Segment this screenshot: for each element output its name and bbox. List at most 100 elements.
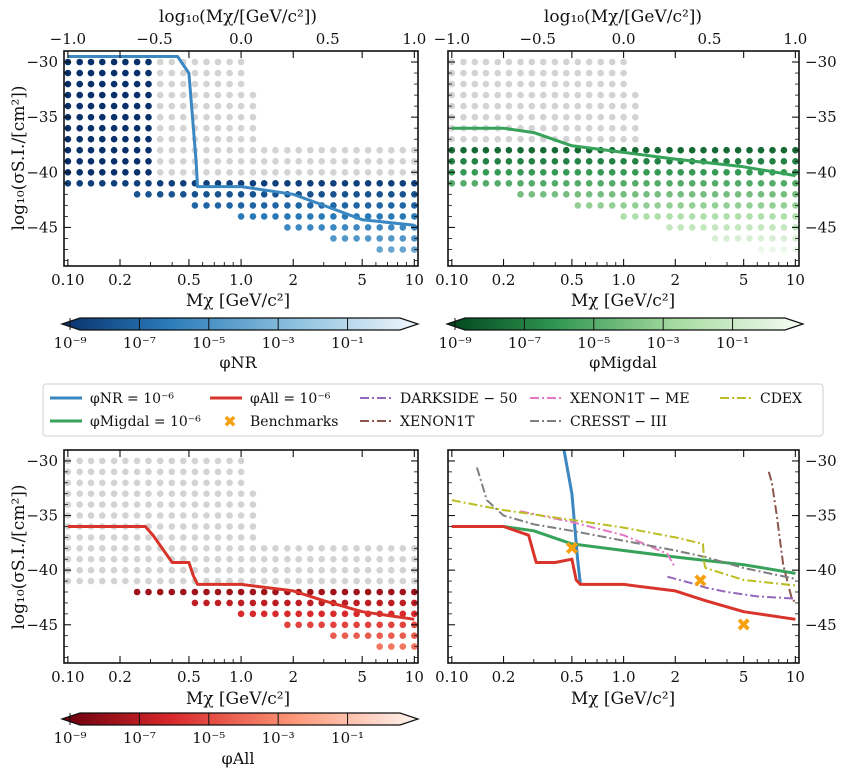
- all-grid-point: [168, 566, 176, 574]
- nr-grid-point: [156, 91, 164, 99]
- all-grid-point: [260, 588, 268, 596]
- nr-grid-point: [330, 169, 337, 176]
- nr-grid-point: [318, 169, 326, 176]
- migdal-grid-point: [471, 69, 479, 77]
- migdal-grid-point: [494, 146, 502, 154]
- nr-grid-point: [122, 58, 129, 66]
- nr-grid-point: [214, 102, 222, 110]
- nr-grid-point: [122, 91, 129, 99]
- nr-grid-point: [249, 102, 257, 110]
- migdal-grid-point: [494, 180, 502, 187]
- migdal-grid-point: [666, 169, 673, 176]
- nr-grid-point: [168, 69, 176, 77]
- migdal-grid-point: [620, 69, 627, 77]
- all-x-axis-label: Mχ [GeV/c²]: [186, 689, 290, 709]
- nr-grid-point: [214, 58, 222, 66]
- nr-grid-point: [341, 224, 349, 231]
- all-grid-point: [203, 599, 210, 607]
- migdal-grid-point: [608, 169, 616, 176]
- all-grid-point: [284, 621, 291, 629]
- nr-grid-point: [145, 58, 152, 66]
- migdal-grid-point: [494, 158, 502, 165]
- all-y-tick-label: −40: [26, 561, 58, 579]
- nr-grid-point: [330, 146, 337, 154]
- migdal-grid-point: [585, 191, 593, 198]
- migdal-grid-point: [471, 80, 479, 88]
- nr-grid-point: [87, 146, 95, 154]
- migdal-grid-point: [769, 146, 776, 154]
- nr-grid-point: [76, 113, 83, 121]
- nr-grid-point: [145, 135, 152, 143]
- nr-grid-point: [226, 124, 233, 132]
- all-grid-point: [110, 501, 118, 508]
- all-grid-point: [330, 588, 337, 596]
- migdal-grid-point: [574, 202, 582, 209]
- nr-grid-point: [388, 146, 395, 154]
- nr-grid-point: [168, 124, 176, 132]
- nr-grid-point: [226, 191, 233, 198]
- migdal-grid-point: [608, 69, 616, 77]
- nr-grid-point: [376, 202, 384, 209]
- migdal-grid-point: [574, 124, 582, 132]
- all-grid-point: [226, 599, 233, 607]
- nr-grid-point: [341, 158, 349, 165]
- all-grid-point: [87, 512, 95, 519]
- migdal-grid-point: [540, 146, 547, 154]
- all-grid-point: [214, 468, 222, 476]
- migdal-grid-point: [769, 224, 776, 231]
- all-grid-point: [295, 599, 303, 607]
- nr-grid-point: [388, 213, 395, 220]
- migdal-grid-point: [482, 169, 490, 176]
- migdal-grid-point: [769, 191, 776, 198]
- nr-grid-point: [341, 191, 349, 198]
- nr-grid-point: [284, 224, 291, 231]
- all-grid-point: [237, 501, 245, 508]
- migdal-grid-point: [677, 213, 684, 220]
- nr-x-axis-label: Mχ [GeV/c²]: [186, 291, 290, 311]
- migdal-grid-point: [711, 202, 719, 209]
- nr-grid-point: [87, 102, 95, 110]
- all-grid-point: [249, 588, 257, 596]
- limits-series-3: [667, 575, 796, 600]
- all-grid-point: [156, 588, 164, 596]
- nr-grid-point: [295, 180, 303, 187]
- migdal-grid-point: [608, 80, 616, 88]
- all-grid-point: [214, 490, 222, 498]
- nr-grid-point: [180, 91, 187, 99]
- limits-series-0: [562, 450, 582, 584]
- all-grid-point: [168, 534, 176, 541]
- nr-grid-point: [76, 146, 83, 154]
- migdal-grid-point: [734, 158, 742, 165]
- nr-grid-point: [180, 180, 187, 187]
- nr-grid-point: [145, 169, 152, 176]
- nr-grid-point: [99, 69, 106, 77]
- migdal-grid-point: [574, 102, 582, 110]
- all-grid-point: [145, 577, 152, 585]
- all-grid-point: [260, 545, 268, 552]
- all-grid-point: [388, 599, 395, 607]
- migdal-grid-point: [632, 202, 639, 209]
- migdal-grid-point: [620, 124, 627, 132]
- all-grid-point: [307, 545, 314, 552]
- nr-x-tick-label: 5: [357, 271, 367, 289]
- all-grid-point: [99, 501, 106, 508]
- all-grid-point: [284, 545, 291, 552]
- nr-grid-point: [364, 235, 372, 242]
- migdal-grid-point: [734, 169, 742, 176]
- nr-grid-point: [99, 102, 106, 110]
- migdal-grid-point: [734, 224, 742, 231]
- nr-grid-point: [76, 158, 83, 165]
- migdal-grid-point: [620, 58, 627, 66]
- migdal-grid-point: [551, 146, 559, 154]
- nr-grid-point: [249, 202, 257, 209]
- nr-grid-point: [364, 158, 372, 165]
- migdal-grid-point: [688, 213, 696, 220]
- migdal-top-tick-label: 1.0: [783, 30, 807, 48]
- all-grid-point: [168, 468, 176, 476]
- migdal-grid-point: [528, 180, 536, 187]
- nr-grid-point: [214, 146, 222, 154]
- all-grid-point: [203, 457, 210, 465]
- nr-grid-point: [156, 191, 164, 198]
- all-grid-point: [249, 490, 257, 498]
- nr-grid-point: [249, 180, 257, 187]
